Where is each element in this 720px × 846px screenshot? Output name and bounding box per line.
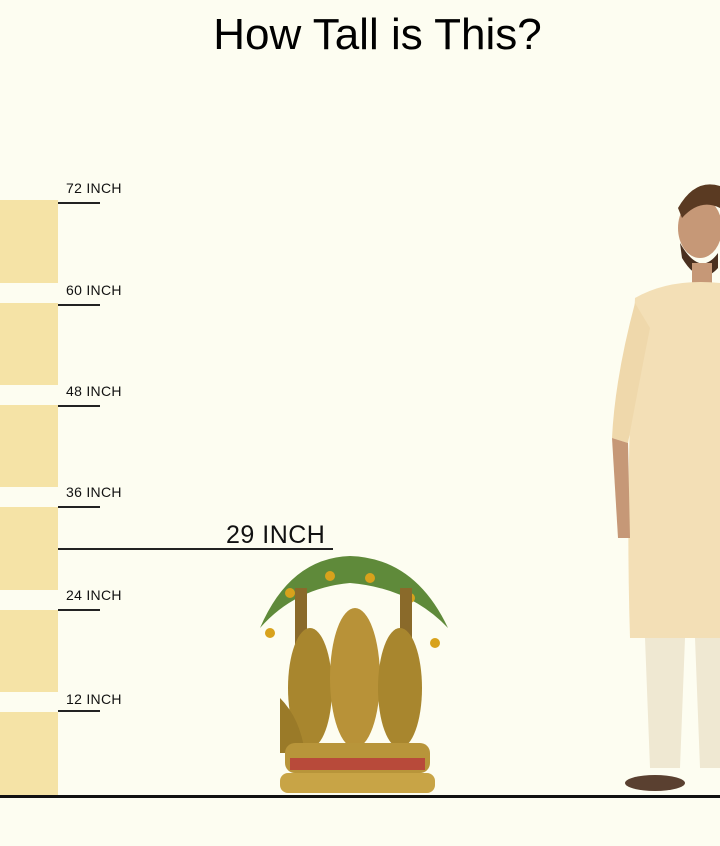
scale-label-12: 12 INCH [66,691,122,707]
scale-label-36: 36 INCH [66,484,122,500]
reference-man-image [612,184,720,791]
scale-label-24: 24 INCH [66,587,122,603]
scale-bar-segment [0,507,58,590]
scale-bar-segment [0,610,58,692]
scale-bar-segment [0,405,58,487]
scale-bar-segment [0,200,58,283]
scale-bar-segment [0,303,58,385]
scale-tick [58,710,100,712]
product-statue-image [260,556,448,793]
scale-tick [58,304,100,306]
scale-label-72: 72 INCH [66,180,122,196]
scale-tick [58,405,100,407]
product-height-label: 29 INCH [226,521,326,549]
scale-label-48: 48 INCH [66,383,122,399]
scale-tick [58,609,100,611]
product-height-line [58,548,333,550]
ground-line [0,795,720,798]
page-title: How Tall is This? [213,10,542,59]
scale-tick [58,506,100,508]
scale-tick [58,202,100,204]
scale-label-60: 60 INCH [66,282,122,298]
scale-bar-segment [0,712,58,795]
